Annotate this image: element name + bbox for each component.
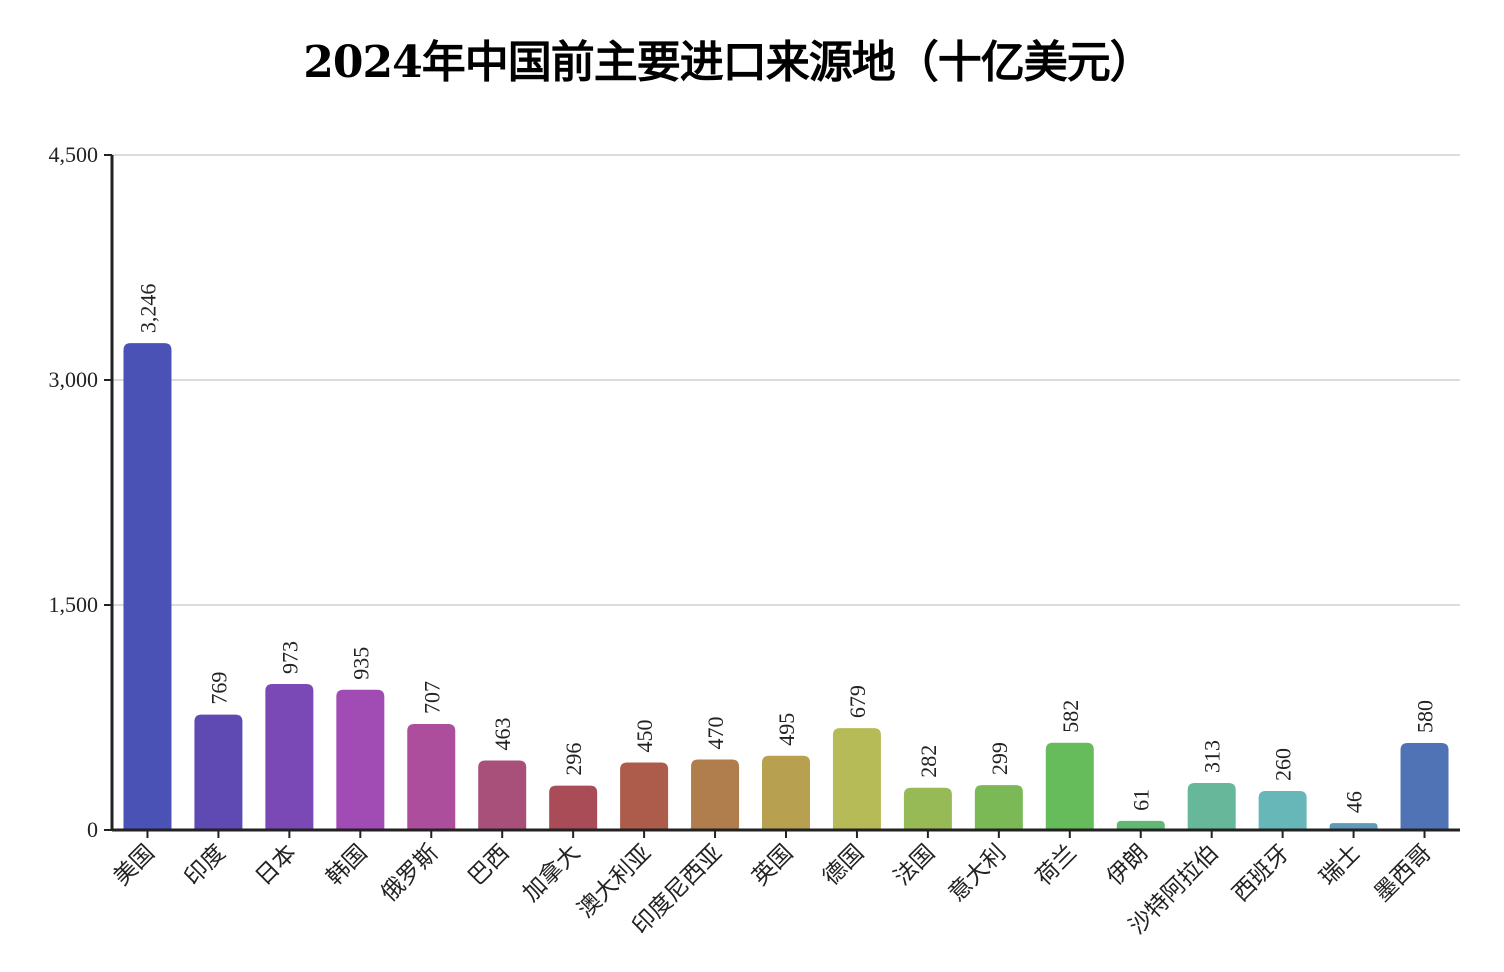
x-tick-label: 美国	[109, 840, 159, 890]
data-label: 260	[1271, 748, 1296, 781]
data-label: 973	[277, 641, 302, 674]
chart-title: 2024年中国前主要进口来源地（十亿美元）	[303, 37, 1153, 88]
y-tick-label: 1,500	[49, 592, 99, 617]
x-tick-label: 伊朗	[1102, 840, 1152, 890]
x-tick-label: 荷兰	[1031, 840, 1081, 890]
y-tick-label: 0	[87, 817, 98, 842]
bar	[1329, 823, 1378, 830]
data-label: 463	[490, 718, 515, 751]
bar	[1258, 791, 1307, 830]
x-tick-label: 瑞士	[1315, 840, 1365, 890]
bar	[1116, 820, 1165, 830]
data-label: 582	[1058, 700, 1083, 733]
x-tick-label: 巴西	[464, 840, 514, 890]
bar	[903, 787, 952, 830]
x-tick-label: 韩国	[322, 840, 372, 890]
bar	[336, 689, 385, 830]
bar	[832, 728, 881, 830]
x-tick-label: 意大利	[944, 840, 1010, 906]
axes	[104, 154, 1460, 838]
bar	[1400, 743, 1449, 830]
bar	[123, 343, 172, 830]
bar	[478, 760, 527, 830]
bar	[762, 755, 810, 830]
x-tick-label: 印度	[180, 840, 230, 890]
data-label: 935	[348, 647, 373, 680]
x-tick-label: 法国	[889, 840, 939, 890]
data-label: 313	[1200, 740, 1225, 773]
data-label: 282	[916, 745, 941, 778]
y-tick-label: 4,500	[49, 142, 99, 167]
data-label: 299	[987, 742, 1012, 775]
bar	[691, 759, 740, 830]
bar	[1045, 742, 1094, 830]
x-tick-label: 英国	[747, 840, 797, 890]
bar	[974, 785, 1023, 830]
data-label: 450	[632, 720, 657, 753]
x-tick-label: 俄罗斯	[376, 840, 442, 906]
data-label: 707	[419, 681, 444, 714]
data-label: 3,246	[135, 284, 160, 334]
x-tick-label: 日本	[251, 840, 301, 890]
x-tick-label: 墨西哥	[1370, 840, 1436, 906]
y-tick-label: 3,000	[49, 367, 99, 392]
data-label: 495	[774, 713, 799, 746]
x-tick-label: 德国	[818, 840, 868, 890]
x-tick-label: 加拿大	[518, 839, 585, 906]
gridlines	[112, 154, 1460, 606]
bar	[1187, 783, 1236, 830]
bars	[123, 343, 1449, 830]
data-label: 580	[1413, 700, 1438, 733]
bar	[265, 684, 314, 830]
bar	[407, 723, 456, 830]
data-label: 769	[206, 672, 231, 705]
data-label: 470	[703, 717, 728, 750]
bar	[620, 762, 669, 830]
data-label: 46	[1342, 791, 1367, 813]
data-label: 61	[1129, 789, 1154, 811]
data-label: 679	[845, 685, 870, 718]
x-tick-label: 西班牙	[1228, 840, 1294, 906]
bar	[549, 785, 598, 830]
bar	[194, 714, 243, 830]
data-label: 296	[561, 743, 586, 776]
